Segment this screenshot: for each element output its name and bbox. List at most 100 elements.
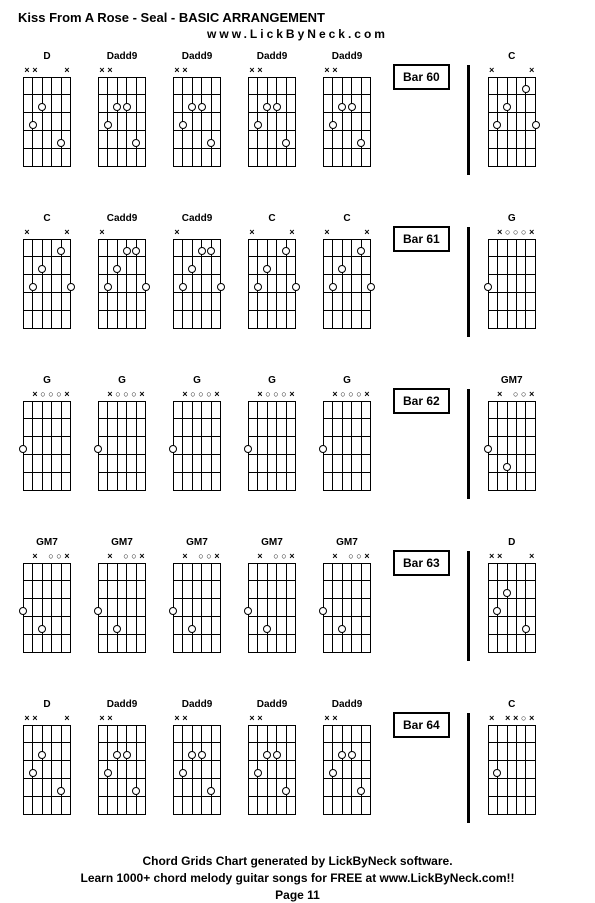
chord-name: Dadd9 — [332, 51, 363, 65]
chord-name: G — [508, 213, 516, 227]
chord-diagram: GM7×○○× — [243, 537, 301, 653]
chord-diagram: C×× — [483, 51, 541, 167]
finger-dot — [38, 751, 46, 759]
string-markers: ×× — [248, 715, 296, 725]
chord-name: Dadd9 — [257, 699, 288, 713]
chord-diagram: GM7 ×○○× — [483, 375, 541, 491]
finger-dot — [188, 751, 196, 759]
finger-dot — [198, 751, 206, 759]
chord-name: GM7 — [501, 375, 523, 389]
finger-dot — [263, 625, 271, 633]
finger-dot — [263, 751, 271, 759]
finger-dot — [493, 121, 501, 129]
chord-diagram: C×× — [243, 213, 301, 329]
chord-name: GM7 — [111, 537, 133, 551]
bar-number-label: Bar 64 — [393, 712, 450, 738]
finger-dot — [338, 751, 346, 759]
finger-dot — [338, 265, 346, 273]
finger-dot — [263, 265, 271, 273]
chord-row: C××Cadd9×Cadd9×C××C××Bar 61G×○○○× — [18, 213, 577, 337]
finger-dot — [207, 247, 215, 255]
chord-diagram: D ××× — [483, 537, 541, 653]
fretboard-grid — [248, 401, 296, 491]
finger-dot — [123, 103, 131, 111]
footer: Chord Grids Chart generated by LickByNec… — [18, 853, 577, 903]
finger-dot — [329, 769, 337, 777]
finger-dot — [254, 769, 262, 777]
finger-dot — [207, 787, 215, 795]
chord-name: Dadd9 — [182, 51, 213, 65]
finger-dot — [29, 769, 37, 777]
string-markers: ×○○× — [248, 553, 296, 563]
finger-dot — [254, 121, 262, 129]
string-markers: ×○○× — [488, 391, 536, 401]
fretboard-grid — [323, 239, 371, 329]
chord-name: D — [43, 51, 50, 65]
site-subtitle: www.LickByNeck.com — [18, 27, 577, 41]
chord-diagram: GM7×○○× — [168, 537, 226, 653]
finger-dot — [179, 769, 187, 777]
chord-diagram: G×○○○× — [243, 375, 301, 491]
chord-name: Dadd9 — [332, 699, 363, 713]
bar-number-label: Bar 61 — [393, 226, 450, 252]
chord-diagram: Dadd9×× — [93, 699, 151, 815]
bar-number-label: Bar 60 — [393, 64, 450, 90]
chord-name: GM7 — [36, 537, 58, 551]
finger-dot — [329, 121, 337, 129]
fretboard-grid — [173, 725, 221, 815]
chord-name: D — [508, 537, 515, 551]
finger-dot — [522, 625, 530, 633]
finger-dot — [29, 121, 37, 129]
bar-divider — [467, 713, 470, 823]
chord-diagram: Cadd9× — [93, 213, 151, 329]
fretboard-grid — [98, 77, 146, 167]
chord-diagram: Dadd9×× — [93, 51, 151, 167]
string-markers: ×○○× — [98, 553, 146, 563]
finger-dot — [179, 283, 187, 291]
page-title: Kiss From A Rose - Seal - BASIC ARRANGEM… — [18, 10, 577, 25]
fretboard-grid — [98, 239, 146, 329]
chord-diagram: Dadd9×× — [318, 51, 376, 167]
finger-dot — [132, 787, 140, 795]
chord-name: G — [43, 375, 51, 389]
chord-diagram: D××× — [18, 699, 76, 815]
fretboard-grid — [248, 77, 296, 167]
fretboard-grid — [488, 239, 536, 329]
finger-dot — [38, 103, 46, 111]
finger-dot — [19, 607, 27, 615]
fretboard-grid — [23, 401, 71, 491]
fretboard-grid — [23, 725, 71, 815]
chord-diagram: D××× — [18, 51, 76, 167]
finger-dot — [179, 121, 187, 129]
chord-diagram: Dadd9×× — [168, 51, 226, 167]
chord-diagram: C×× — [18, 213, 76, 329]
chord-diagram: Dadd9 ×× — [243, 699, 301, 815]
chord-diagram: G ×○○○× — [168, 375, 226, 491]
finger-dot — [104, 121, 112, 129]
finger-dot — [329, 283, 337, 291]
string-markers: ×× — [98, 715, 146, 725]
chord-diagram: C×××○× — [483, 699, 541, 815]
string-markers: ×○○○× — [173, 391, 221, 401]
chord-name: G — [193, 375, 201, 389]
finger-dot — [319, 445, 327, 453]
finger-dot — [338, 625, 346, 633]
finger-dot — [503, 463, 511, 471]
finger-dot — [169, 607, 177, 615]
chord-name: GM7 — [186, 537, 208, 551]
chord-diagram: Dadd9×× — [168, 699, 226, 815]
chord-row: D×××Dadd9××Dadd9××Dadd9××Dadd9××Bar 60C×… — [18, 51, 577, 175]
string-markers: ××× — [488, 553, 536, 563]
string-markers: ×○○○× — [488, 229, 536, 239]
finger-dot — [503, 103, 511, 111]
finger-dot — [198, 247, 206, 255]
bar-divider — [467, 389, 470, 499]
bar-divider — [467, 227, 470, 337]
string-markers: ×× — [173, 715, 221, 725]
bar-divider — [467, 551, 470, 661]
fretboard-grid — [248, 725, 296, 815]
fretboard-grid — [98, 401, 146, 491]
fretboard-grid — [173, 563, 221, 653]
string-markers: ××× — [23, 715, 71, 725]
fretboard-grid — [488, 401, 536, 491]
